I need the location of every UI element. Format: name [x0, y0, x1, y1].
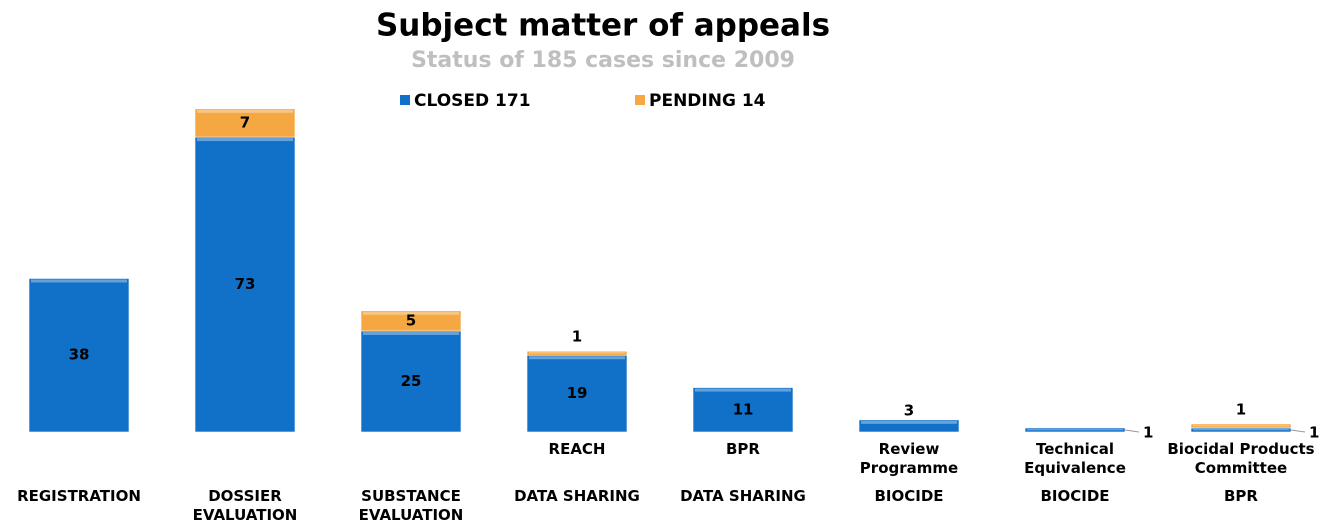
category-label: BIOCIDE	[1040, 487, 1110, 505]
leader-line	[1124, 429, 1140, 433]
bar-segment	[692, 387, 794, 433]
category-label: BIOCIDE	[874, 487, 944, 505]
bar-segment	[1024, 427, 1126, 433]
sub-category-label: BPR	[726, 440, 760, 458]
data-label: 73	[235, 275, 256, 293]
data-label: 7	[240, 113, 250, 131]
bar-highlight	[695, 388, 791, 392]
bar-segment	[28, 278, 130, 433]
data-label: 5	[406, 311, 416, 329]
category-label: SUBSTANCE EVALUATION	[358, 487, 464, 522]
category-label: DATA SHARING	[680, 487, 806, 505]
data-label: 1	[1236, 400, 1246, 418]
sub-category-label: Biocidal Products Committee	[1167, 440, 1315, 477]
bar-highlight	[1193, 424, 1289, 427]
data-label: 1	[1143, 423, 1153, 441]
data-label: 38	[69, 346, 90, 364]
leader-line	[1290, 429, 1306, 433]
bar-segment	[360, 330, 462, 433]
bar-highlight	[529, 356, 625, 360]
chart-subtitle: Status of 185 cases since 2009	[411, 48, 795, 73]
category-label: DATA SHARING	[514, 487, 640, 505]
data-label: 3	[904, 401, 914, 419]
bar-highlight	[861, 420, 957, 424]
legend-label: CLOSED 171	[414, 91, 531, 111]
bar-segment	[360, 310, 462, 332]
chart-title: Subject matter of appeals	[376, 8, 830, 44]
legend-label: PENDING 14	[649, 91, 766, 111]
sub-category-label: Technical Equivalence	[1024, 440, 1126, 477]
bar-highlight	[197, 138, 293, 142]
data-label: 25	[401, 372, 422, 390]
bar-segment	[194, 136, 296, 433]
bar-segment	[194, 108, 296, 138]
bar-highlight	[31, 279, 127, 283]
bar-segment	[526, 350, 628, 356]
bar-highlight	[1027, 428, 1123, 431]
bar-segment	[1190, 423, 1292, 429]
bar-segment	[526, 354, 628, 433]
category-label: BPR	[1224, 487, 1258, 505]
bar-highlight	[529, 352, 625, 354]
data-label: 1	[572, 328, 582, 346]
bar-segment	[858, 419, 960, 433]
sub-category-label: Review Programme	[859, 440, 959, 477]
category-label: REGISTRATION	[17, 487, 141, 505]
bar-highlight	[1193, 428, 1289, 431]
legend-swatch	[400, 95, 410, 105]
sub-category-label: REACH	[548, 440, 606, 458]
data-label: 11	[733, 400, 754, 418]
bar-highlight	[197, 109, 293, 113]
bar-highlight	[363, 311, 459, 315]
category-label: DOSSIER EVALUATION	[192, 487, 298, 522]
legend-swatch	[635, 95, 645, 105]
bar-highlight	[363, 332, 459, 335]
data-label: 19	[567, 384, 588, 402]
data-label: 1	[1309, 423, 1319, 441]
